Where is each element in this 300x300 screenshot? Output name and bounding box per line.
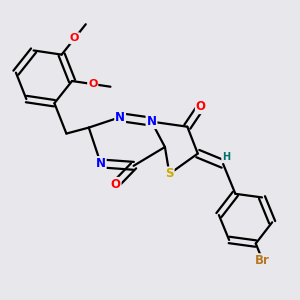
Text: O: O xyxy=(196,100,206,113)
Text: O: O xyxy=(111,178,121,191)
Text: O: O xyxy=(70,33,79,43)
Text: H: H xyxy=(222,152,230,162)
Text: N: N xyxy=(146,115,157,128)
Text: Br: Br xyxy=(255,254,270,267)
Text: S: S xyxy=(165,167,174,180)
Text: N: N xyxy=(115,111,125,124)
Text: N: N xyxy=(96,157,106,170)
Text: O: O xyxy=(88,79,98,89)
